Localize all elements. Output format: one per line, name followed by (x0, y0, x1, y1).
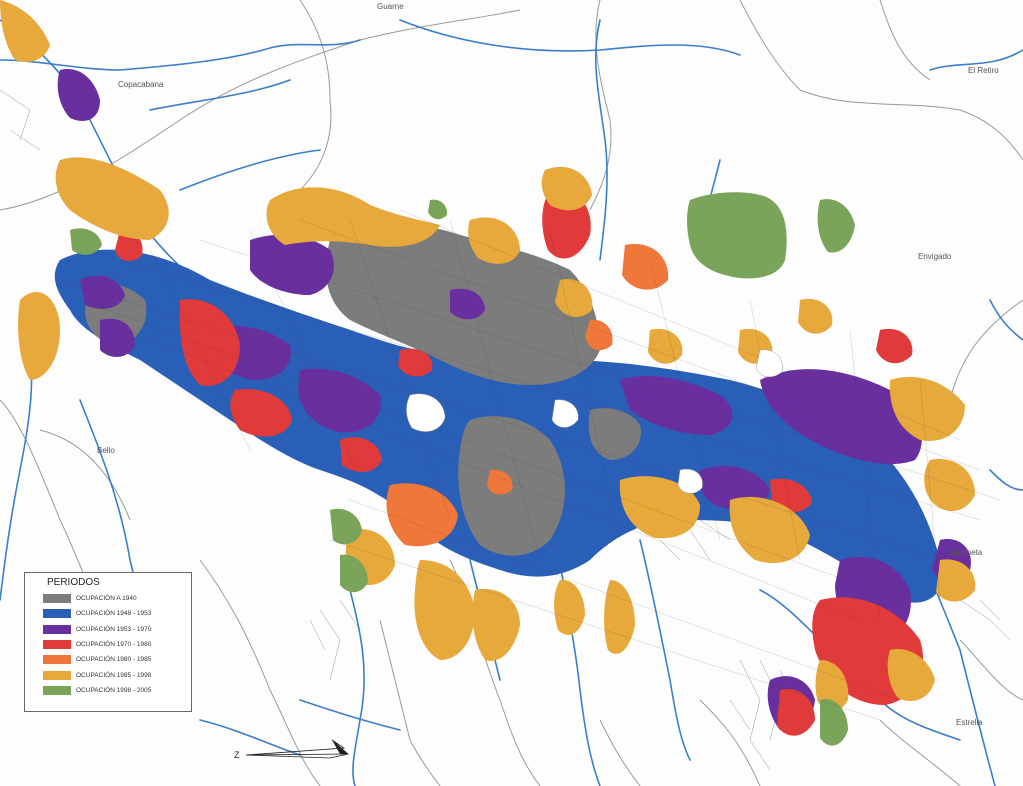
legend-swatch (43, 655, 71, 665)
legend-label: OCUPACIÓN 1998 - 2005 (76, 686, 152, 694)
legend-swatch (43, 594, 71, 604)
legend-item: OCUPACIÓN 1998 - 2005 (43, 683, 181, 698)
legend-label: OCUPACIÓN 1985 - 1998 (76, 671, 152, 679)
occupation-1953-1970-area (57, 69, 971, 732)
legend-swatch (43, 685, 71, 695)
legend-label: OCUPACIÓN 1970 - 1980 (76, 641, 152, 649)
north-arrow-label: Z (234, 750, 240, 760)
legend-title: PERIODOS (47, 577, 100, 588)
legend-swatch (43, 609, 71, 619)
legend-item: OCUPACIÓN A 1940 (43, 591, 181, 606)
legend-swatch (43, 670, 71, 680)
legend-label: OCUPACIÓN 1980 - 1985 (76, 656, 152, 664)
fringe-hatching (0, 89, 1011, 771)
legend-label: OCUPACIÓN 1948 - 1953 (76, 610, 152, 618)
legend-swatch (43, 624, 71, 634)
place-label-sabaneta: Sabaneta (948, 548, 983, 557)
occupation-1998-2005-area (70, 192, 855, 746)
legend-item: OCUPACIÓN 1985 - 1998 (43, 667, 181, 682)
legend-swatch (43, 640, 71, 650)
north-arrow-icon: Z (234, 739, 349, 760)
place-label-bello: Bello (97, 446, 115, 455)
place-label-copacabana: Copacabana (118, 80, 164, 89)
place-label-el-retiro: El Retiro (968, 66, 999, 75)
legend-item: OCUPACIÓN 1970 - 1980 (43, 637, 181, 652)
place-label-envigado: Envigado (918, 252, 952, 261)
white-enclaves (406, 349, 783, 494)
street-texture (59, 209, 1001, 721)
legend-item: OCUPACIÓN 1980 - 1985 (43, 652, 181, 667)
legend-label: OCUPACIÓN 1953 - 1970 (76, 625, 152, 633)
legend-label: OCUPACIÓN A 1940 (76, 595, 137, 603)
map-legend: PERIODOS OCUPACIÓN A 1940 OCUPACIÓN 1948… (24, 572, 192, 712)
place-label-estrella: Estrella (956, 718, 983, 727)
occupation-1985-1998-area (0, 0, 976, 712)
legend-item: OCUPACIÓN 1948 - 1953 (43, 606, 181, 621)
legend-item: OCUPACIÓN 1953 - 1970 (43, 622, 181, 637)
place-label-guarne: Guarne (377, 2, 404, 11)
